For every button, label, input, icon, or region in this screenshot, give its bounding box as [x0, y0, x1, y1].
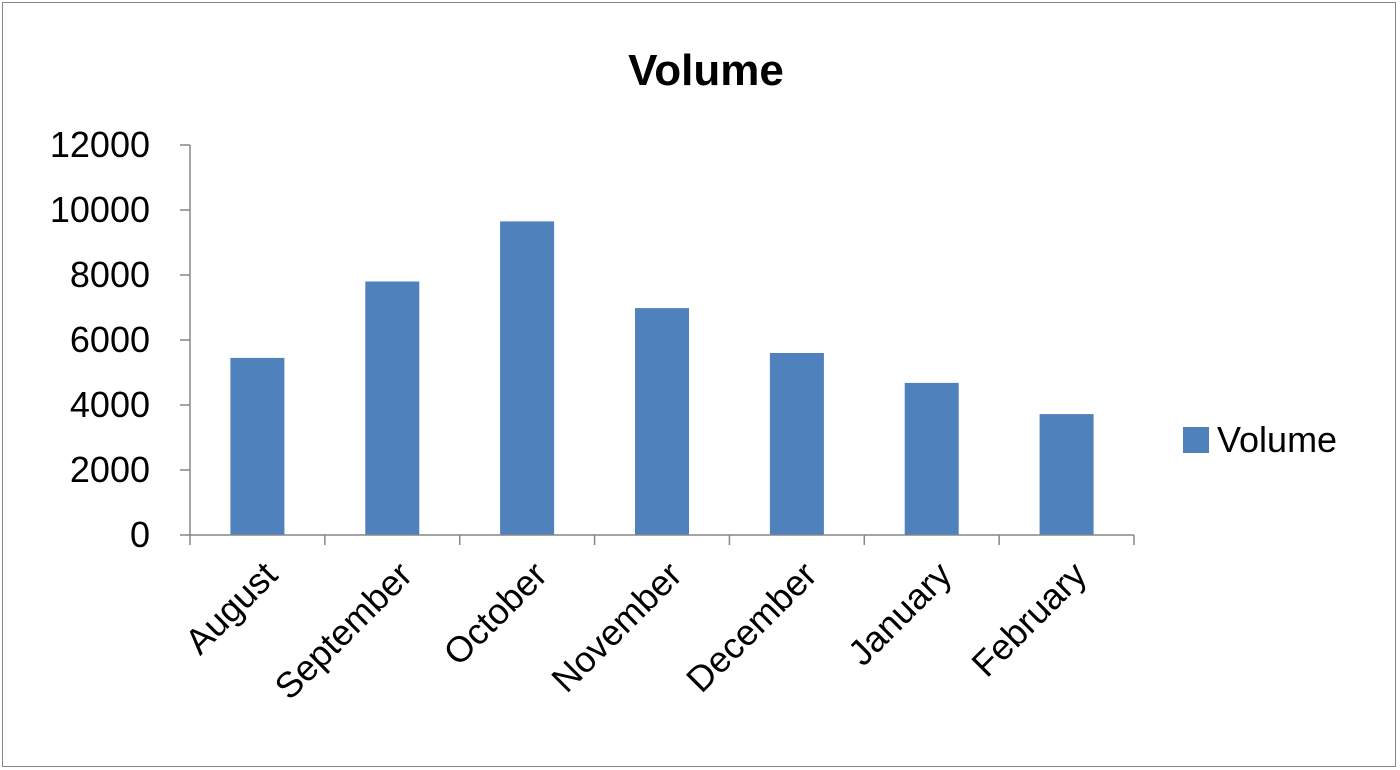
chart-title: Volume — [628, 46, 784, 95]
x-tick-label: January — [840, 554, 960, 674]
x-tick-label: October — [435, 554, 555, 674]
x-tick-label: December — [678, 554, 824, 700]
legend-swatch-volume — [1183, 427, 1209, 453]
x-tick-label: August — [177, 554, 285, 662]
y-tick-label: 6000 — [70, 319, 150, 360]
bar-february — [1039, 414, 1094, 535]
bar-december — [769, 353, 824, 535]
legend: Volume — [1183, 419, 1337, 460]
y-tick-label: 10000 — [50, 189, 150, 230]
y-tick-label: 4000 — [70, 384, 150, 425]
y-tick-label: 12000 — [50, 124, 150, 165]
bars-group — [230, 221, 1094, 535]
x-tick-label: September — [266, 554, 420, 708]
y-tick-label: 2000 — [70, 449, 150, 490]
bar-october — [500, 221, 555, 535]
bar-january — [904, 382, 959, 535]
y-axis: 0 2000 4000 6000 8000 10000 12000 — [50, 124, 191, 555]
bar-september — [365, 281, 420, 535]
bar-november — [635, 308, 689, 535]
y-tick-label: 8000 — [70, 254, 150, 295]
x-tick-label: February — [963, 554, 1094, 685]
x-tick-label: November — [543, 554, 689, 700]
bar-august — [230, 357, 285, 535]
plot-area: 0 2000 4000 6000 8000 10000 12000 AugustSeptem… — [50, 124, 1135, 708]
legend-label-volume: Volume — [1217, 419, 1337, 460]
y-tick-label: 0 — [130, 514, 150, 555]
